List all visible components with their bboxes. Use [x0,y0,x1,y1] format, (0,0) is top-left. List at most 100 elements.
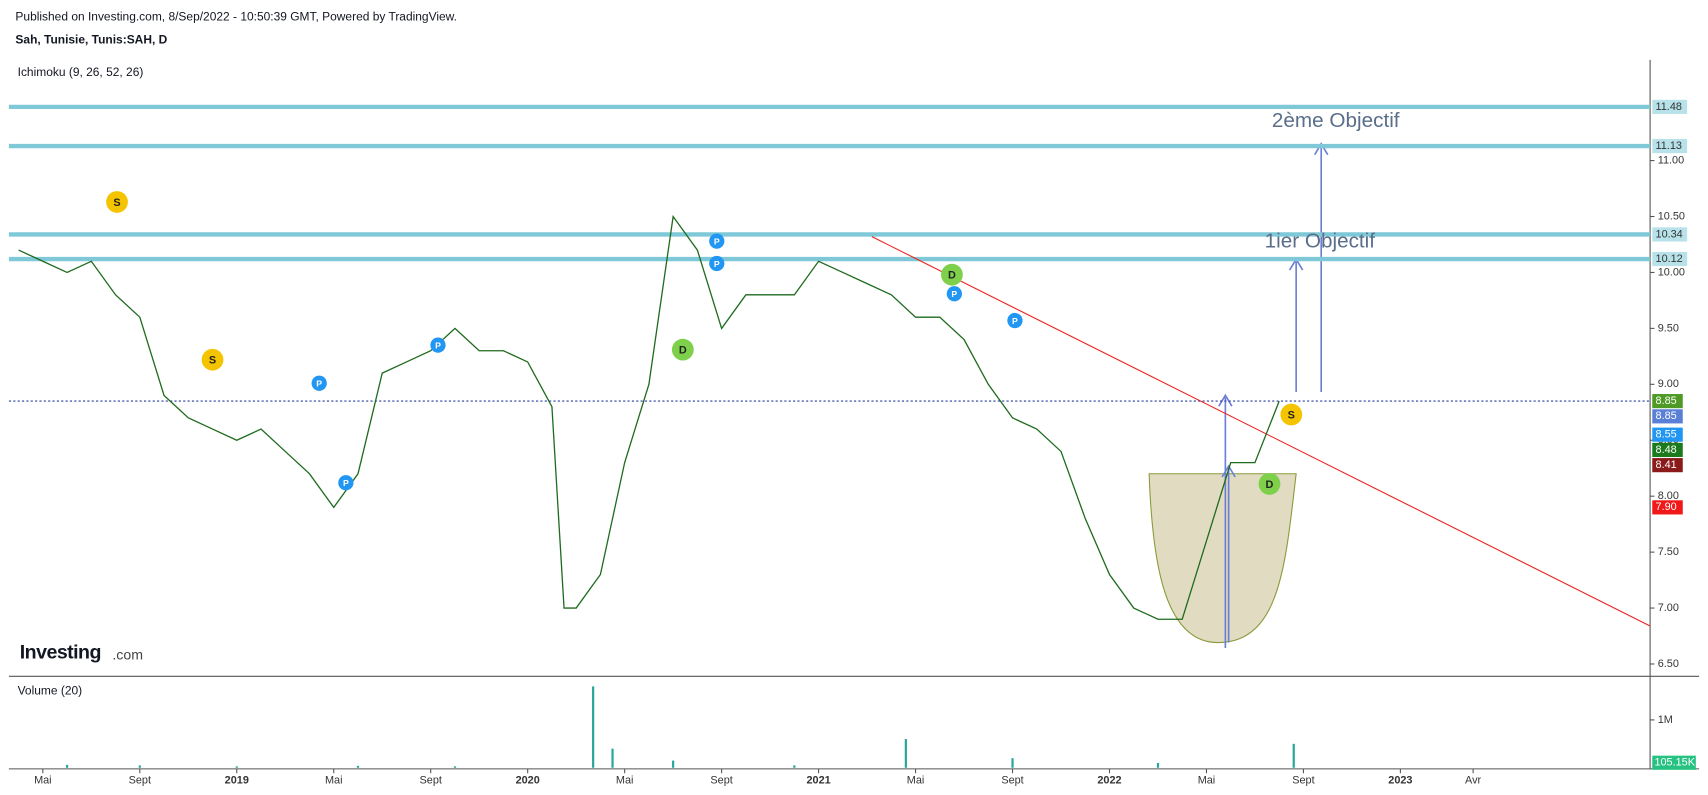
level-tag-label: 10.12 [1656,253,1683,265]
signal-marker [106,191,128,213]
signal-marker-label: P [343,478,349,488]
published-note: Published on Investing.com, 8/Sep/2022 -… [15,10,457,24]
volume-bar [356,765,360,768]
symbol-title: Sah, Tunisie, Tunis:SAH, D [15,32,167,46]
volume-bar [65,764,69,768]
volume-y-tick-label: 1M [1658,714,1673,726]
volume-bar [904,739,907,768]
signal-marker [311,375,327,391]
price-tag [1652,500,1683,515]
volume-bar [138,765,141,768]
x-tick-label: Mai [616,775,634,787]
signal-marker [709,233,725,249]
volume-tag-label: 105.15K [1654,757,1695,769]
x-tick-label: 2022 [1097,775,1121,787]
volume-bar [611,748,614,768]
price-tag-label: 7.90 [1656,501,1677,513]
price-tag-label: 8.41 [1656,459,1677,471]
x-tick-label: Sept [1292,775,1314,787]
target-arrows [1218,142,1329,648]
signal-marker [671,338,694,361]
x-tick-label: 2019 [225,775,249,787]
signal-marker [201,348,224,371]
price-tag-label: 8.48 [1656,444,1677,456]
signal-marker [941,263,963,286]
level-tag [1652,227,1688,242]
level-tag-label: 10.34 [1656,228,1683,240]
x-tick-label: Sept [129,775,151,787]
price-tag [1652,409,1683,424]
trendline [871,236,1651,627]
level-tag-label: 11.48 [1656,101,1682,113]
signal-marker-label: D [1266,479,1274,491]
cup-pattern [1148,473,1297,644]
volume-bar [1292,743,1295,768]
y-tick-label: 6.50 [1658,658,1679,670]
signal-marker [430,337,446,353]
signal-marker-label: P [1012,316,1018,326]
x-tick-label: 2021 [806,775,830,787]
annotation: 2ème Objectif [1272,109,1400,132]
logo-suffix: .com [112,646,143,662]
level-tag [1652,138,1688,154]
y-tick-label: 8.00 [1658,490,1679,502]
volume-label: Volume (20) [18,684,83,698]
level-tag [1652,251,1688,267]
price-tag [1652,394,1683,409]
signal-marker-label: P [714,259,720,269]
signal-marker-label: P [435,341,441,351]
x-tick-label: Mai [325,775,343,787]
signal-marker-label: D [948,270,956,282]
signal-marker-label: S [209,355,216,367]
volume-bar [1011,758,1014,768]
x-tick-label: 2023 [1388,775,1412,787]
logo: Investing [20,642,101,664]
signal-marker [1007,312,1023,329]
level-tag-label: 11.13 [1656,140,1682,152]
signal-marker [338,475,354,491]
volume-bar [235,766,238,768]
signal-marker [1258,472,1281,495]
y-tick-label: 9.50 [1658,322,1679,334]
x-tick-label: Avr [1465,775,1481,787]
signal-marker [1280,403,1303,426]
y-tick-label: 7.00 [1658,602,1679,614]
x-tick-label: Sept [420,775,442,787]
x-tick-label: 2020 [516,775,540,787]
volume-bar [672,760,675,768]
price-tag [1652,458,1683,473]
volume-bar [453,766,457,768]
x-tick-label: Mai [1198,775,1216,787]
x-tick-label: Mai [34,775,52,787]
y-tick-label: 7.50 [1658,546,1679,558]
price-tag [1652,427,1683,442]
y-tick-label: 10.50 [1658,210,1685,222]
price-tag-label: 8.85 [1656,395,1677,407]
y-tick-label: 9.00 [1658,378,1679,390]
volume-bar [592,686,595,768]
y-tick-label: 11.00 [1658,154,1684,166]
volume-tag [1652,755,1696,770]
volume-bar [793,765,796,768]
x-tick-label: Mai [907,775,925,787]
price-tag-label: 8.55 [1656,429,1677,441]
signal-marker-label: P [951,289,957,299]
price-tag [1652,442,1683,457]
signal-marker [946,286,962,302]
signal-marker-label: P [714,237,720,247]
signal-marker-label: S [1288,409,1295,421]
volume-bar [1156,762,1160,768]
annotation: 1ier Objectif [1265,230,1376,253]
level-tag [1652,99,1688,114]
y-tick-label: 10.00 [1658,266,1685,278]
x-tick-label: Sept [710,775,732,787]
signal-marker [709,255,725,272]
indicator-label: Ichimoku (9, 26, 52, 26) [18,65,144,79]
signal-marker-label: P [316,379,322,389]
price-line-series [18,214,1280,620]
price-tag-label: 8.85 [1656,410,1677,422]
signal-marker-label: D [679,345,687,357]
x-tick-label: Sept [1001,775,1023,787]
